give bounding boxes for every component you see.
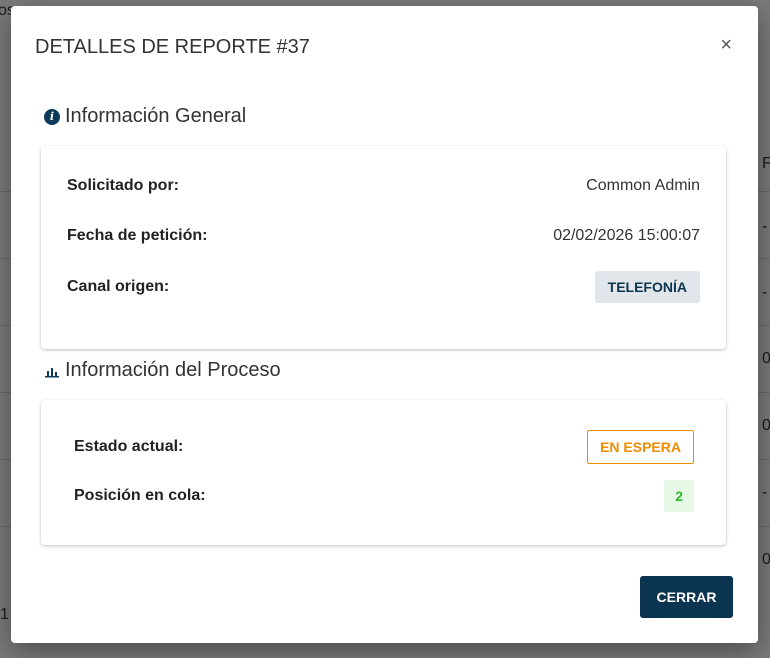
info-row: Estado actual: EN ESPERA: [74, 430, 694, 464]
row-label: Posición en cola:: [74, 487, 206, 504]
bg-text: 1: [0, 606, 9, 623]
close-icon[interactable]: ×: [720, 34, 732, 56]
info-row: Solicitado por: Common Admin: [67, 177, 700, 195]
requested-by-value: Common Admin: [586, 177, 700, 194]
report-details-dialog: DETALLES DE REPORTE #37 × i Información …: [11, 6, 758, 643]
heading-text: Información del Proceso: [65, 359, 281, 381]
queue-position-badge: 2: [664, 480, 694, 512]
request-date-value: 02/02/2026 15:00:07: [553, 227, 700, 244]
info-row: Fecha de petición: 02/02/2026 15:00:07: [67, 227, 700, 245]
info-circle-icon: i: [44, 108, 60, 125]
row-label: Fecha de petición:: [67, 227, 208, 244]
close-button[interactable]: CERRAR: [640, 576, 733, 618]
general-info-heading: i Información General: [44, 105, 246, 128]
bg-text: F: [762, 155, 770, 172]
channel-badge: TELEFONÍA: [594, 271, 700, 303]
bg-text: -: [762, 484, 768, 501]
general-info-card: Solicitado por: Common Admin Fecha de pe…: [41, 146, 726, 349]
bg-text: 0: [762, 350, 770, 367]
process-info-heading: Información del Proceso: [44, 359, 281, 382]
info-row: Canal origen: TELEFONÍA: [67, 271, 700, 303]
bg-text: 0: [762, 417, 770, 434]
row-label: Solicitado por:: [67, 177, 179, 194]
row-label: Canal origen:: [67, 278, 170, 295]
heading-text: Información General: [65, 105, 247, 127]
bg-text: 0: [762, 551, 770, 568]
bg-text: -: [762, 284, 768, 301]
bar-chart-icon: [45, 367, 59, 377]
row-label: Estado actual:: [74, 438, 184, 455]
info-row: Posición en cola: 2: [74, 480, 694, 512]
dialog-title: DETALLES DE REPORTE #37: [35, 36, 310, 58]
status-badge: EN ESPERA: [587, 430, 694, 464]
process-info-card: Estado actual: EN ESPERA Posición en col…: [41, 400, 726, 545]
bg-text: -: [762, 218, 768, 235]
